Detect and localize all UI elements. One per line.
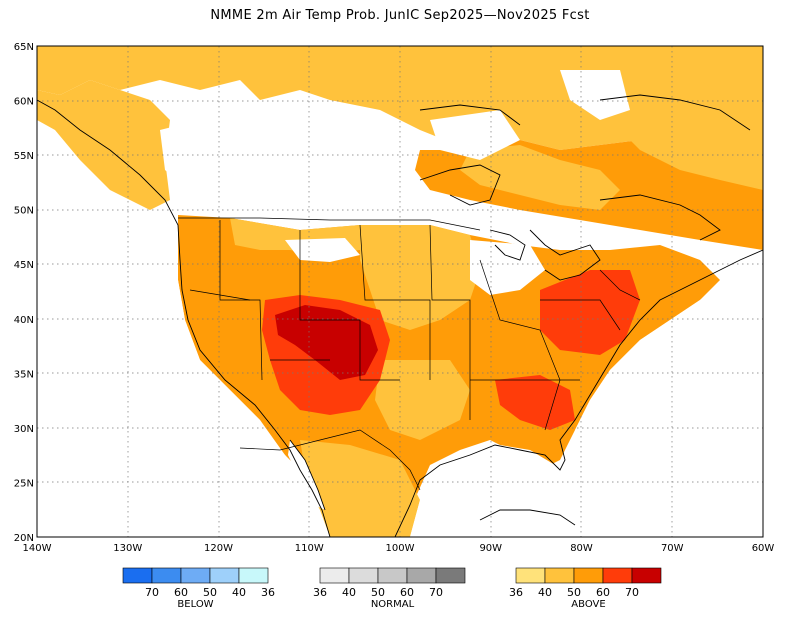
legend-swatch <box>209 567 240 584</box>
shade-gap-quebec <box>560 70 630 120</box>
lat-tick-label: 40N <box>14 315 34 326</box>
shade-gap-greatlakes <box>470 240 545 295</box>
legend-value-label: 50 <box>371 586 385 599</box>
coastlines <box>37 94 763 537</box>
probability-shading <box>37 46 763 537</box>
shade-gap-nplains <box>285 238 360 262</box>
latitude-axis: 20N 25N 30N 35N 40N 45N 50N 55N 60N 65N <box>14 42 34 544</box>
graticule <box>37 46 763 537</box>
shade-southeast-60 <box>495 375 575 430</box>
legend-normal: 36 40 50 60 70 NORMAL <box>313 567 466 610</box>
gulf-of-california <box>288 440 325 510</box>
legend-value-label: 70 <box>429 586 443 599</box>
legend-below: 70 60 50 40 36 BELOW <box>122 567 275 610</box>
legend-swatch <box>348 567 379 584</box>
lon-tick-label: 60W <box>752 543 775 554</box>
legend-value-label: 40 <box>232 586 246 599</box>
lon-tick-label: 90W <box>479 543 502 554</box>
legend-swatch <box>151 567 182 584</box>
legend-value-label: 50 <box>203 586 217 599</box>
legend-value-label: 70 <box>625 586 639 599</box>
legend-value-label: 60 <box>174 586 188 599</box>
legend-swatch <box>180 567 211 584</box>
lon-tick-label: 110W <box>295 543 324 554</box>
legend-swatch <box>319 567 350 584</box>
legend-swatch <box>435 567 466 584</box>
legend-swatch <box>406 567 437 584</box>
lon-tick-label: 140W <box>23 543 52 554</box>
longitude-axis: 140W 130W 120W 110W 100W 90W 80W 70W 60W <box>23 543 775 554</box>
lon-tick-label: 120W <box>204 543 233 554</box>
legend-value-label: 36 <box>313 586 327 599</box>
legend-value-label: 70 <box>145 586 159 599</box>
legend-swatch <box>515 567 546 584</box>
shade-mexico-40 <box>300 440 420 537</box>
atlantic-ocean <box>575 270 763 537</box>
legend-swatch <box>602 567 633 584</box>
shade-northwest-40 <box>37 80 170 210</box>
lat-tick-label: 50N <box>14 206 34 217</box>
legend-title-above: ABOVE <box>571 599 605 610</box>
lat-tick-label: 30N <box>14 424 34 435</box>
legend-value-label: 40 <box>538 586 552 599</box>
legend-swatch <box>238 567 269 584</box>
legend-value-label: 60 <box>596 586 610 599</box>
lat-tick-label: 65N <box>14 42 34 53</box>
shade-plains-40 <box>360 225 480 330</box>
gulf-of-mexico <box>410 445 560 537</box>
legend-value-label: 60 <box>400 586 414 599</box>
legend-value-label: 40 <box>342 586 356 599</box>
lat-tick-label: 25N <box>14 478 34 489</box>
map-title: NMME 2m Air Temp Prob. JunIC Sep2025—Nov… <box>210 8 590 23</box>
lon-tick-label: 70W <box>661 543 684 554</box>
legend-swatch <box>122 567 153 584</box>
legend-value-label: 36 <box>509 586 523 599</box>
shade-east-canada-40 <box>460 145 620 210</box>
shade-gap-hudson <box>430 110 520 160</box>
lat-tick-label: 55N <box>14 151 34 162</box>
legend-title-below: BELOW <box>177 599 213 610</box>
ocean-mask <box>37 195 763 537</box>
lat-tick-label: 35N <box>14 369 34 380</box>
lon-tick-label: 80W <box>570 543 593 554</box>
legend-swatch <box>573 567 604 584</box>
plot-frame <box>36 45 764 538</box>
lat-tick-label: 20N <box>14 533 34 544</box>
legend-value-label: 50 <box>567 586 581 599</box>
legend-above: 36 40 50 60 70 ABOVE <box>509 567 662 610</box>
shade-gap-canada <box>160 110 420 210</box>
shade-southwest-70 <box>275 305 378 380</box>
lat-tick-label: 60N <box>14 97 34 108</box>
pacific-ocean <box>37 195 330 537</box>
legend-swatch <box>544 567 575 584</box>
legend-swatch <box>377 567 408 584</box>
legend-title-normal: NORMAL <box>371 599 415 610</box>
lon-tick-label: 100W <box>386 543 415 554</box>
shade-midatlantic-60 <box>540 270 640 355</box>
legend-value-label: 36 <box>261 586 275 599</box>
legend-swatch <box>631 567 662 584</box>
lat-tick-label: 45N <box>14 260 34 271</box>
political-borders <box>178 217 641 491</box>
shade-labrador-40 <box>610 80 763 190</box>
lon-tick-label: 130W <box>113 543 142 554</box>
